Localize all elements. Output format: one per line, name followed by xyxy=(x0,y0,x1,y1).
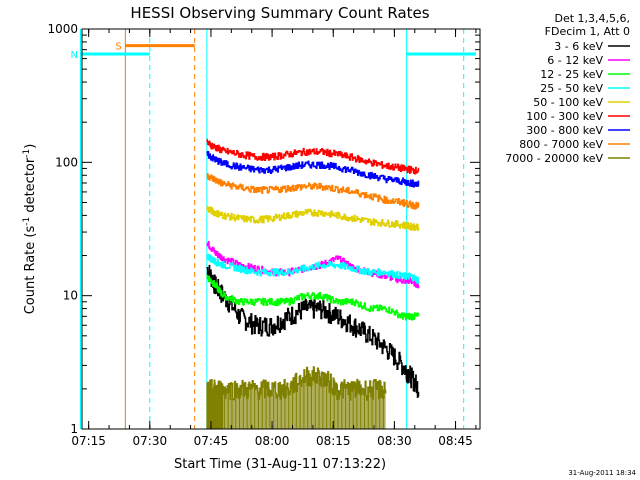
y-axis-label: Count Rate (s-1 detector-1) xyxy=(22,144,38,315)
series-line xyxy=(206,253,420,285)
x-axis: 07:15 07:30 07:45 08:00 08:15 08:30 08:45 xyxy=(71,29,477,448)
x-tick-label: 08:15 xyxy=(316,434,351,448)
series-line xyxy=(206,138,420,175)
legend-entry: 800 - 7000 keV xyxy=(519,138,603,151)
flag-label: S xyxy=(115,42,121,53)
x-tick-label: 08:45 xyxy=(438,434,473,448)
legend: Det 1,3,4,5,6,FDecim 1, Att 0 3 - 6 keV6 … xyxy=(505,12,630,165)
flag-label: N xyxy=(71,50,78,61)
x-tick-label: 08:00 xyxy=(255,434,290,448)
legend-header: FDecim 1, Att 0 xyxy=(545,25,630,38)
x-tick-label: 07:30 xyxy=(133,434,168,448)
y-tick-label: 100 xyxy=(55,155,78,169)
y-axis: 1 10 100 1000 xyxy=(47,22,480,436)
plot-lines: SN xyxy=(71,29,476,429)
x-tick-label: 07:15 xyxy=(71,434,106,448)
series-line xyxy=(206,274,420,321)
series-line xyxy=(206,206,420,231)
legend-entry: 7000 - 20000 keV xyxy=(505,152,603,165)
legend-entry: 50 - 100 keV xyxy=(533,96,603,109)
legend-entry: 300 - 800 keV xyxy=(526,124,603,137)
y-tick-label: 1 xyxy=(70,422,78,436)
x-tick-label: 07:45 xyxy=(194,434,229,448)
legend-entry: 100 - 300 keV xyxy=(526,110,603,123)
series-line xyxy=(206,172,420,210)
legend-entry: 6 - 12 keV xyxy=(547,54,603,67)
x-axis-label: Start Time (31-Aug-11 07:13:22) xyxy=(174,457,386,472)
legend-entry: 12 - 25 keV xyxy=(540,68,603,81)
series-line xyxy=(206,150,420,188)
plot-frame xyxy=(81,28,481,430)
y-tick-label: 10 xyxy=(63,289,78,303)
y-tick-label: 1000 xyxy=(47,22,78,36)
legend-header: Det 1,3,4,5,6, xyxy=(554,12,630,25)
timestamp: 31-Aug-2011 18:34 xyxy=(568,469,636,477)
chart-title: HESSI Observing Summary Count Rates xyxy=(130,4,429,22)
series-line xyxy=(206,366,387,401)
x-tick-label: 08:30 xyxy=(377,434,412,448)
legend-entry: 3 - 6 keV xyxy=(554,40,603,53)
legend-entry: 25 - 50 keV xyxy=(540,82,603,95)
